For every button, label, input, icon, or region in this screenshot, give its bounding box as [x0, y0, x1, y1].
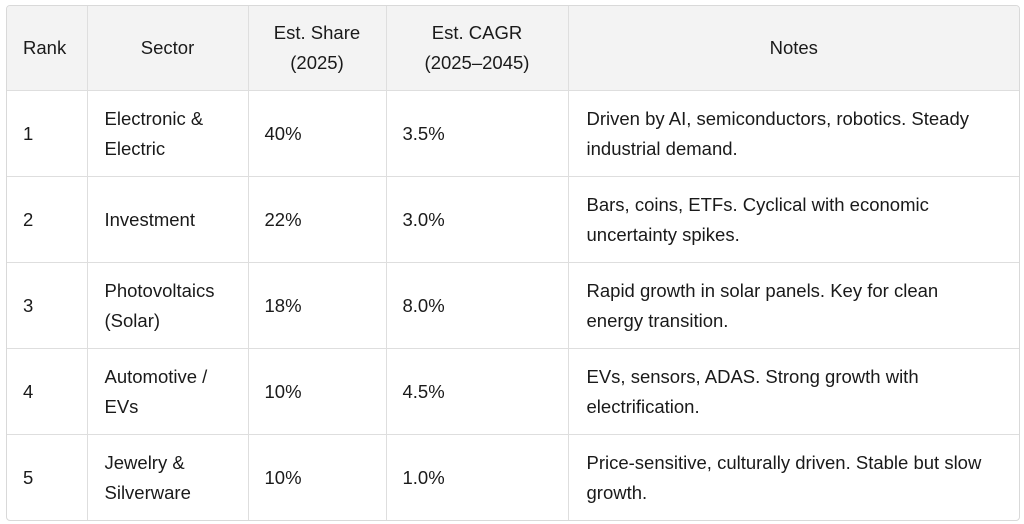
cell-notes: Rapid growth in solar panels. Key for cl…	[568, 262, 1019, 349]
cell-cagr: 8.0%	[386, 262, 569, 349]
cell-share: 10%	[248, 434, 387, 520]
cell-rank: 4	[7, 348, 88, 435]
cell-sector: Jewelry & Silverware	[87, 434, 249, 520]
cell-rank: 3	[7, 262, 88, 349]
cell-sector: Electronic & Electric	[87, 90, 249, 177]
table-row: 5 Jewelry & Silverware 10% 1.0% Price-se…	[7, 434, 1019, 520]
column-header-sector: Sector	[87, 6, 249, 91]
cell-sector: Automotive / EVs	[87, 348, 249, 435]
cell-share: 18%	[248, 262, 387, 349]
cell-sector: Photovoltaics (Solar)	[87, 262, 249, 349]
column-header-rank: Rank	[7, 6, 88, 91]
table-row: 4 Automotive / EVs 10% 4.5% EVs, sensors…	[7, 348, 1019, 435]
cell-rank: 1	[7, 90, 88, 177]
column-header-notes: Notes	[568, 6, 1019, 91]
cell-cagr: 4.5%	[386, 348, 569, 435]
cell-share: 40%	[248, 90, 387, 177]
cell-cagr: 1.0%	[386, 434, 569, 520]
table-body: 1 Electronic & Electric 40% 3.5% Driven …	[7, 90, 1019, 520]
header-row: Rank Sector Est. Share (2025) Est. CAGR …	[7, 6, 1019, 91]
sector-table: Rank Sector Est. Share (2025) Est. CAGR …	[7, 6, 1019, 520]
cell-notes: Bars, coins, ETFs. Cyclical with economi…	[568, 176, 1019, 263]
table-header: Rank Sector Est. Share (2025) Est. CAGR …	[7, 6, 1019, 91]
column-header-share: Est. Share (2025)	[248, 6, 387, 91]
table-row: 3 Photovoltaics (Solar) 18% 8.0% Rapid g…	[7, 262, 1019, 349]
cell-rank: 2	[7, 176, 88, 263]
table-row: 1 Electronic & Electric 40% 3.5% Driven …	[7, 90, 1019, 177]
table-row: 2 Investment 22% 3.0% Bars, coins, ETFs.…	[7, 176, 1019, 263]
cell-sector: Investment	[87, 176, 249, 263]
data-table-container: Rank Sector Est. Share (2025) Est. CAGR …	[6, 5, 1020, 521]
cell-cagr: 3.0%	[386, 176, 569, 263]
cell-share: 10%	[248, 348, 387, 435]
cell-notes: EVs, sensors, ADAS. Strong growth with e…	[568, 348, 1019, 435]
cell-rank: 5	[7, 434, 88, 520]
column-header-cagr: Est. CAGR (2025–2045)	[386, 6, 569, 91]
cell-share: 22%	[248, 176, 387, 263]
cell-cagr: 3.5%	[386, 90, 569, 177]
cell-notes: Driven by AI, semiconductors, robotics. …	[568, 90, 1019, 177]
cell-notes: Price-sensitive, culturally driven. Stab…	[586, 451, 982, 503]
